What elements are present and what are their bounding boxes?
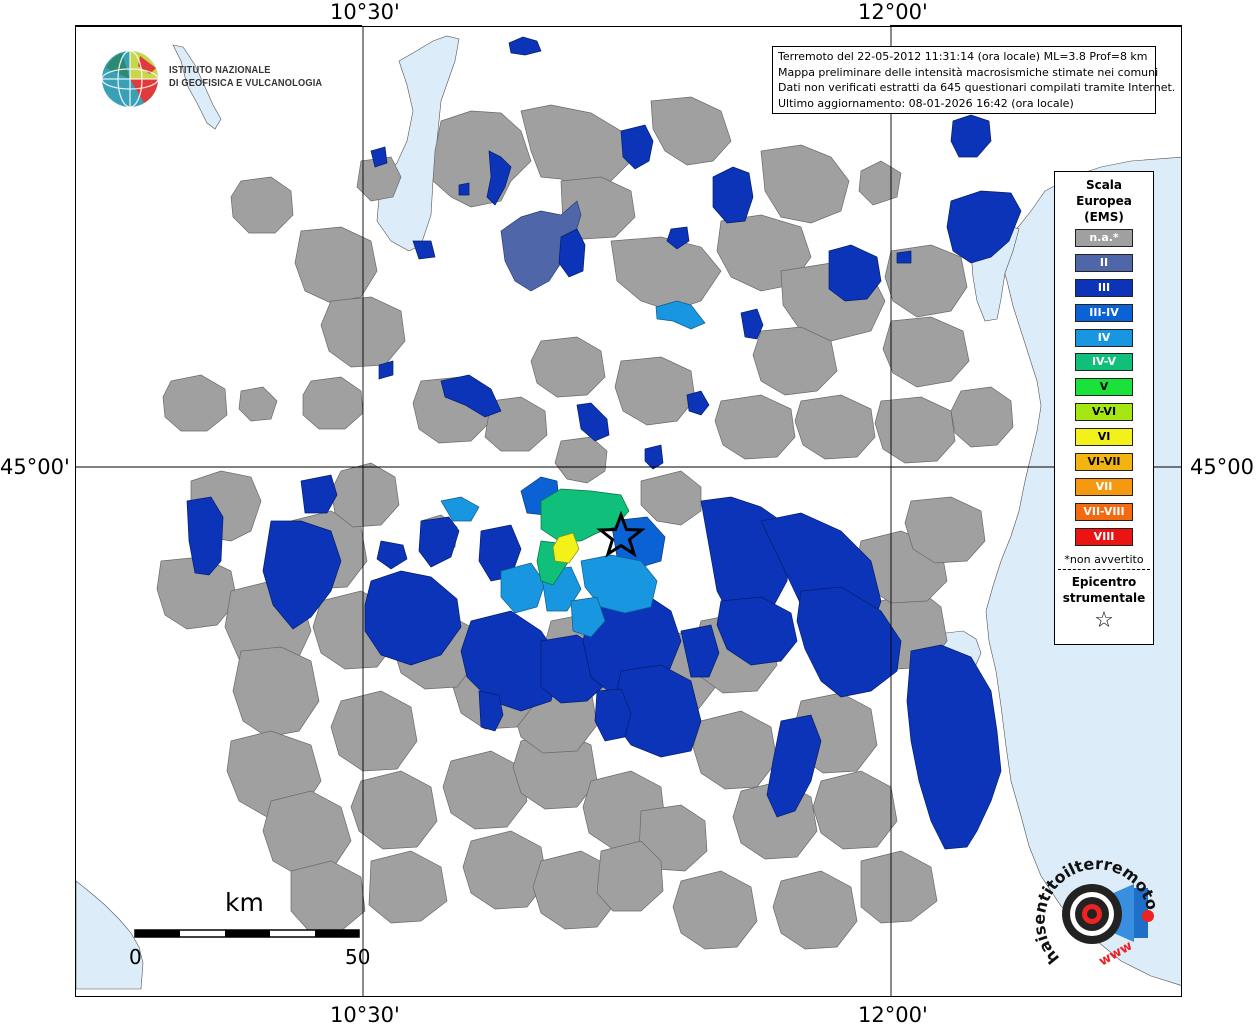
ingv-name-line2: DI GEOFISICA E VULCANOLOGIA [169, 77, 323, 89]
municipalities-vi[interactable] [552, 532, 580, 564]
ingv-logo [100, 48, 320, 110]
legend-item-9: VI-VII [1075, 453, 1133, 472]
legend-epicenter-label: Epicentro strumentale [1055, 574, 1153, 606]
graticule [76, 27, 1181, 996]
legend-item-6: V [1075, 378, 1133, 397]
lon-label-top-1: 10°30' [330, 0, 400, 24]
event-info-box: Terremoto del 22-05-2012 11:31:14 (ora l… [772, 46, 1176, 114]
epicenter-star[interactable] [596, 510, 646, 558]
legend-items: n.a.* II III III-IV IV IV-V V V-VI VI VI-VII VII VI… [1055, 229, 1153, 546]
legend-item-8: VI [1075, 428, 1133, 447]
legend-item-0: n.a.* [1075, 229, 1133, 247]
ingv-name: ISTITUTO NAZIONALE DI GEOFISICA E VULCAN… [169, 64, 322, 90]
haisentito-www: www [1097, 938, 1136, 969]
legend-epicenter-line2: strumentale [1062, 590, 1146, 605]
municipalities-iv[interactable] [440, 300, 706, 638]
ingv-globe-icon [101, 50, 159, 108]
tyrrhenian-sea-corner [76, 880, 144, 990]
scale-end-label: 50 [345, 945, 371, 969]
municipalities-iii[interactable] [186, 36, 1022, 850]
legend-item-5: IV-V [1075, 353, 1133, 372]
legend-title: Scala Europea (EMS) [1055, 177, 1153, 225]
legend-title-line3: (EMS) [1084, 210, 1124, 224]
legend-item-1: II [1075, 253, 1133, 272]
event-info-line1: Terremoto del 22-05-2012 11:31:14 (ora l… [778, 50, 1148, 63]
lon-label-bottom-1: 10°30' [330, 1003, 400, 1027]
legend-note: *non avvertito [1064, 552, 1144, 566]
legend-item-7: V-VI [1075, 403, 1133, 422]
legend-separator [1058, 568, 1150, 570]
legend-epicenter-line1: Epicentro [1071, 574, 1137, 589]
lon-label-top-2: 12°00' [858, 0, 928, 24]
lat-label-left: 45°00' [0, 455, 70, 479]
event-info-line4: Ultimo aggiornamento: 08-01-2026 16:42 (… [778, 96, 1074, 110]
event-info-line3: Dati non verificati estratti da 645 ques… [778, 81, 1176, 94]
event-info-line2: Mappa preliminare delle intensità macros… [778, 65, 1159, 79]
scale-bar [134, 929, 360, 938]
ingv-name-line1: ISTITUTO NAZIONALE [169, 64, 271, 76]
scale-start-label: 0 [129, 945, 142, 969]
legend-title-line1: Scala [1085, 178, 1123, 192]
lat-label-right: 45°00' [1190, 455, 1256, 479]
lake-iseo [172, 44, 222, 130]
legend-item-12: VIII [1075, 527, 1133, 546]
legend-item-3: III-IV [1075, 303, 1133, 322]
lon-label-bottom-2: 12°00' [858, 1003, 928, 1027]
legend-star-icon: ☆ [1094, 607, 1114, 633]
haisentito-target-icon: haisentitoilterremoto.it www [1026, 843, 1162, 969]
legend-item-11: VII-VIII [1075, 502, 1133, 521]
legend-item-10: VII [1075, 477, 1133, 496]
legend-item-2: III [1075, 278, 1133, 297]
intensity-map[interactable] [76, 27, 1182, 997]
scale-unit: km [225, 888, 264, 917]
haisentito-logo[interactable]: haisentitoilterremoto.it www [1026, 843, 1170, 978]
ems-legend: Scala Europea (EMS) n.a.* II III III-IV IV IV… [1054, 171, 1154, 645]
map-frame[interactable] [75, 26, 1182, 997]
legend-title-line2: Europea [1076, 194, 1132, 208]
legend-item-4: IV [1075, 328, 1133, 347]
